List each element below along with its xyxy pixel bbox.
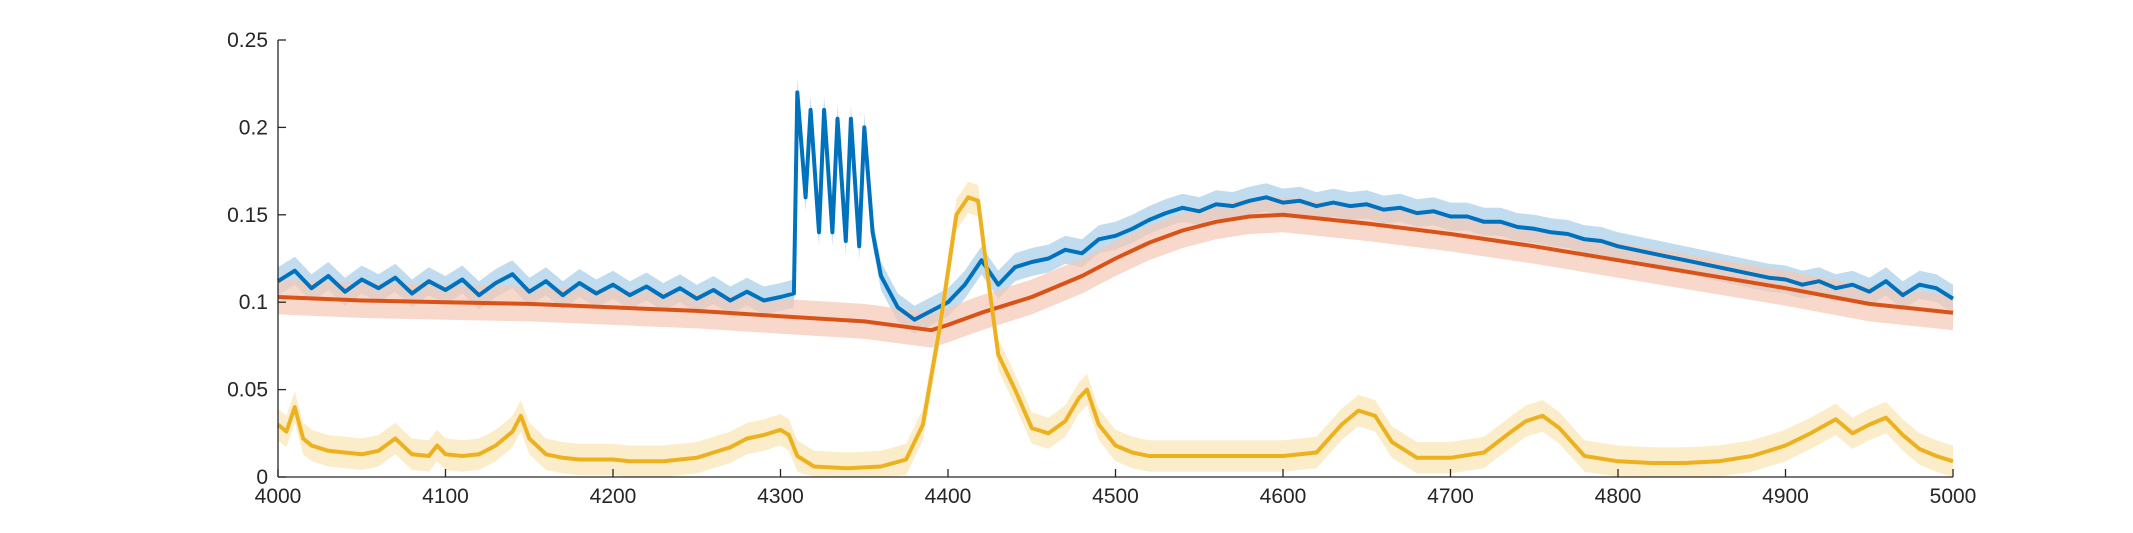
x-tick-label: 4300 — [757, 485, 804, 508]
y-tick-label: 0.2 — [239, 116, 268, 139]
series-2-line — [277, 212, 1954, 333]
x-tick-label: 4600 — [1260, 485, 1307, 508]
y-axis-ticks: 0 0.05 0.1 0.15 0.2 0.25 — [227, 29, 286, 489]
x-tick-label: 5000 — [1930, 485, 1977, 508]
x-tick-label: 4700 — [1427, 485, 1474, 508]
x-tick-label: 4500 — [1092, 485, 1139, 508]
x-tick-label: 4800 — [1595, 485, 1642, 508]
x-tick-label: 4400 — [925, 485, 972, 508]
y-tick-label: 0 — [256, 466, 268, 489]
x-tick-label: 4000 — [255, 485, 302, 508]
series-3-band — [278, 181, 1953, 477]
series-3-line — [276, 195, 1954, 471]
series-lines — [276, 90, 1955, 471]
y-tick-label: 0.25 — [227, 29, 268, 52]
x-tick-label: 4900 — [1762, 485, 1809, 508]
series-1-line — [276, 90, 1955, 322]
x-axis-ticks: 4000 4100 4200 4300 4400 4500 4600 4700 4800 4900… — [255, 469, 1977, 508]
y-tick-label: 0.15 — [227, 204, 268, 227]
x-tick-label: 4200 — [590, 485, 637, 508]
confidence-bands — [278, 78, 1953, 477]
y-tick-label: 0.1 — [239, 291, 268, 314]
y-tick-label: 0.05 — [227, 379, 268, 402]
x-tick-label: 4100 — [422, 485, 469, 508]
